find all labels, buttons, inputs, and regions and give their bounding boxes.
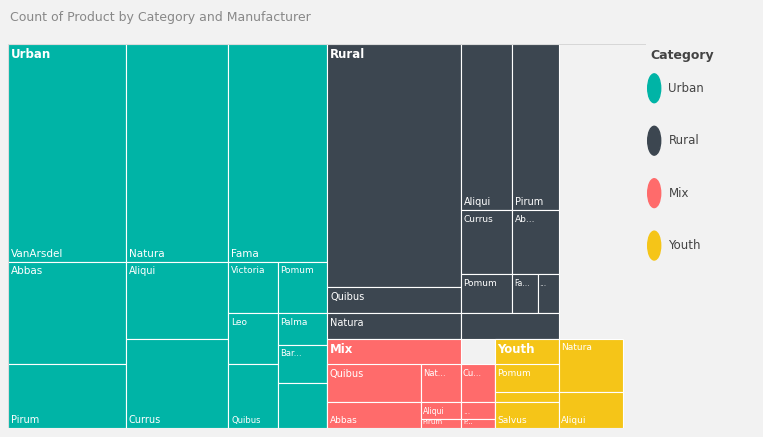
Text: Pomum: Pomum [464,279,497,288]
Bar [495,339,559,428]
Bar [512,274,538,313]
Text: Pirum: Pirum [11,415,39,425]
Bar [461,210,512,274]
Bar [512,210,559,274]
Bar [327,44,461,287]
Bar [327,402,421,428]
Bar [421,419,461,428]
Text: Currus: Currus [129,415,161,425]
Text: ...: ... [463,407,470,416]
Text: Natura: Natura [129,249,165,259]
Bar [278,383,327,428]
Bar [126,262,228,339]
Bar [461,44,512,210]
Text: Natura: Natura [562,343,592,352]
Text: Victoria: Victoria [231,267,266,275]
Bar [126,44,228,262]
Bar [8,364,126,428]
Text: Urban: Urban [11,49,51,61]
Bar [228,44,327,262]
Bar [461,274,512,313]
Circle shape [648,179,661,208]
Bar [461,313,559,339]
Bar [126,339,228,428]
Text: Fa...: Fa... [514,279,530,288]
Text: Ab...: Ab... [515,215,535,224]
Bar [461,419,495,428]
Text: Aliqui: Aliqui [423,407,445,416]
Bar [559,339,623,392]
Text: Pirum: Pirum [423,419,443,425]
Bar [8,44,126,262]
Bar [512,44,559,210]
Text: Abbas: Abbas [11,267,43,276]
Bar [461,364,495,402]
Bar [495,402,559,428]
Bar [327,364,421,402]
Bar [461,402,495,419]
Bar [278,262,327,313]
Text: Urban: Urban [668,82,704,95]
Bar [228,313,278,364]
Text: Salvus: Salvus [497,416,527,425]
Text: Aliqui: Aliqui [464,197,491,207]
Text: Fama: Fama [231,249,259,259]
Text: Quibus: Quibus [330,292,365,302]
Bar [278,313,327,345]
Bar [559,392,623,428]
Text: P...: P... [463,419,473,425]
Bar [327,313,461,339]
Text: Quibus: Quibus [330,369,364,378]
Text: Abbas: Abbas [330,416,357,425]
Text: Count of Product by Category and Manufacturer: Count of Product by Category and Manufac… [10,11,311,24]
Text: Pomum: Pomum [497,369,531,378]
Text: Natura: Natura [330,318,364,327]
Text: Aliqui: Aliqui [562,416,587,425]
Text: Rural: Rural [668,134,699,147]
Bar [8,44,327,262]
Text: Quibus: Quibus [231,416,261,425]
Bar [228,364,278,428]
Bar [538,274,559,313]
Bar [421,402,461,419]
Circle shape [648,126,661,155]
Text: Youth: Youth [497,343,535,356]
Text: Currus: Currus [464,215,494,224]
Text: VanArsdel: VanArsdel [11,249,63,259]
Text: ...: ... [539,279,546,288]
Text: Mix: Mix [330,343,353,356]
Text: Bar...: Bar... [280,350,302,358]
Text: Rural: Rural [330,49,365,61]
Bar [421,364,461,402]
Text: Pomum: Pomum [280,267,314,275]
Text: Leo: Leo [231,318,247,326]
Text: Pirum: Pirum [515,197,543,207]
Circle shape [648,74,661,103]
Circle shape [648,231,661,260]
Text: Category: Category [651,49,714,62]
Text: Cu...: Cu... [463,369,482,378]
Text: Aliqui: Aliqui [129,267,156,276]
Bar [327,339,461,428]
Text: Palma: Palma [280,318,307,326]
Text: Youth: Youth [668,239,701,252]
Bar [327,287,461,313]
Bar [278,345,327,383]
Bar [228,262,278,313]
Text: Nat...: Nat... [423,369,446,378]
Bar [495,364,559,402]
Text: Mix: Mix [668,187,689,200]
Bar [8,262,126,364]
